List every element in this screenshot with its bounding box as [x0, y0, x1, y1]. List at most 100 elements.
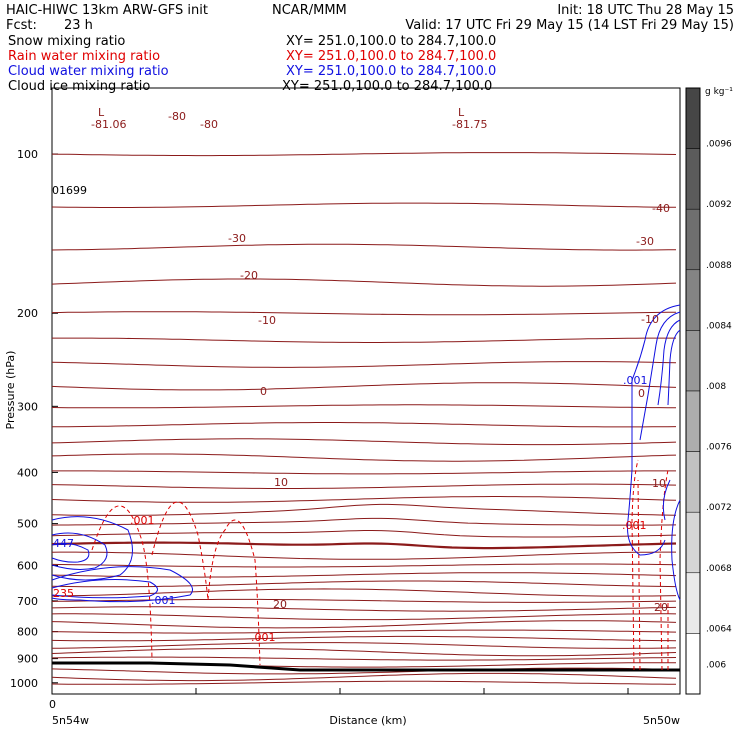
annotation-value-2: -81.75 [452, 118, 487, 131]
field-cloud-ice-xy: XY= 251.0,100.0 to 284.7,100.0 [282, 79, 492, 94]
colorbar-frame [685, 87, 701, 695]
colorbar-tick-label-7: .0068 [706, 564, 732, 574]
isotherm-line-875 [51, 648, 677, 657]
fcst-label: Fcst: [6, 18, 37, 33]
y-axis: 100 200 300 400 500 600 700 800 900 1000 [10, 148, 58, 690]
field-snow-xy: XY= 251.0,100.0 to 284.7,100.0 [286, 34, 496, 49]
y-tick-label-1000: 1000 [10, 677, 38, 690]
colorbar-tick-label-4: .008 [706, 382, 726, 392]
annotation-minus30-a: -30 [228, 232, 246, 245]
y-tick-label-700: 700 [17, 595, 38, 608]
isotherm-line-250 [51, 361, 677, 368]
colorbar-tick-label-5: .0076 [706, 443, 732, 453]
annotation-cloud-447: 447 [53, 537, 74, 550]
isotherm-line-200 [51, 311, 677, 316]
annotation-cloud-001-b: .001 [151, 594, 176, 607]
colorbar-tick-label-6: .0072 [706, 503, 732, 513]
y-tick-label-100: 100 [17, 148, 38, 161]
isotherm-line-775 [51, 620, 677, 629]
colorbar-segment-9 [685, 633, 701, 695]
y-tick-label-200: 200 [17, 307, 38, 320]
isotherm-line-675 [51, 588, 677, 597]
isotherm-line-350 [51, 438, 677, 446]
annotation-minus30-b: -30 [636, 235, 654, 248]
cloud-contour-1 [51, 516, 133, 581]
header: HAIC-HIWC 13km ARW-GFS init NCAR/MMM Ini… [6, 3, 734, 94]
isotherm-line-800 [51, 629, 677, 634]
colorbar-segment-1 [685, 148, 701, 210]
isotherm-line-550 [51, 541, 677, 550]
annotation-minus80-a: -80 [168, 110, 186, 123]
colorbar-segment-4 [685, 330, 701, 392]
isotherm-line-425 [51, 483, 677, 489]
isotherm-line-900 [51, 656, 677, 661]
isotherm-line-125 [51, 202, 676, 208]
colorbar: g kg⁻¹ .0096 .0092 .0088 .0084 .008 .0076 .007… [685, 87, 733, 695]
isotherm-line-525 [51, 530, 677, 538]
isotherm-line-950 [51, 667, 677, 675]
colorbar-segment-8 [685, 572, 701, 634]
plot-annotations: L -81.06 -80 -80 L -81.75 01699 -40 -30 … [52, 106, 670, 644]
annotation-minus10-b: -10 [641, 313, 659, 326]
cloud-contour-5 [51, 579, 158, 599]
isotherm-line-575 [51, 551, 676, 560]
colorbar-segment-0 [685, 87, 701, 149]
cloud-contour-4 [51, 566, 193, 603]
cloud-water-contours [51, 304, 681, 603]
isotherm-line-225 [52, 337, 676, 343]
isotherm-line-400 [52, 470, 676, 475]
y-tick-label-400: 400 [17, 466, 38, 479]
temperature-contours [51, 152, 677, 685]
cloud-contour-11 [662, 479, 671, 521]
annotation-twenty-a: 20 [273, 598, 287, 611]
surface-line [52, 661, 680, 672]
annotation-twenty-b: 20 [654, 601, 668, 614]
annotation-minus10-a: -10 [258, 314, 276, 327]
annotation-value-1: -81.06 [91, 118, 126, 131]
isotherm-line-375 [51, 453, 677, 462]
colorbar-tick-label-9: .006 [706, 661, 726, 671]
annotation-minus40: -40 [652, 202, 670, 215]
rain-contour-6 [659, 469, 669, 671]
y-tick-label-600: 600 [17, 559, 38, 572]
isotherm-line-725 [51, 606, 677, 612]
cloud-contour-8 [657, 319, 681, 406]
isotherm-line-450 [51, 496, 677, 503]
annotation-cloud-001-a: .001 [623, 374, 648, 387]
field-cloud-water-name: Cloud water mixing ratio [8, 64, 169, 79]
cloud-contour-7 [639, 311, 681, 441]
annotation-low-2: L [458, 106, 465, 119]
colorbar-segment-3 [685, 269, 701, 331]
colorbar-segment-5 [685, 390, 701, 452]
isotherm-line-625 [51, 572, 677, 578]
isotherm-line-975 [51, 672, 677, 682]
fcst-value: 23 h [64, 18, 93, 33]
cloud-contour-10 [671, 499, 681, 601]
annotation-rain-001-a: .001 [130, 514, 155, 527]
rain-contour-5 [637, 479, 641, 671]
colorbar-unit: g kg⁻¹ [705, 87, 733, 97]
colorbar-tick-label-8: .0064 [706, 624, 732, 634]
annotation-zero-a: 0 [260, 385, 267, 398]
x-tick-label-0: 0 [49, 698, 56, 711]
isotherm-line-750 [51, 613, 677, 621]
colorbar-tick-label-2: .0088 [706, 261, 732, 271]
model-title: HAIC-HIWC 13km ARW-GFS init [6, 3, 208, 18]
isotherm-line-300 [51, 404, 676, 409]
field-cloud-water-xy: XY= 251.0,100.0 to 284.7,100.0 [286, 64, 496, 79]
colorbar-tick-label-1: .0092 [706, 200, 732, 210]
x-start-label: 5n54w [52, 714, 89, 727]
x-axis: 0 5n54w Distance (km) 5n50w [49, 688, 680, 727]
colorbar-segment-7 [685, 511, 701, 574]
colorbar-segment-2 [685, 208, 701, 271]
field-rain-name: Rain water mixing ratio [8, 49, 160, 64]
cloud-contour-9 [667, 329, 681, 406]
cloud-contour-6 [627, 304, 681, 556]
rain-contour-4 [631, 459, 639, 671]
annotation-minus20: -20 [240, 269, 258, 282]
annotation-rain-001-b: .001 [622, 519, 647, 532]
y-tick-label-300: 300 [17, 400, 38, 413]
field-rain-xy: XY= 251.0,100.0 to 284.7,100.0 [286, 49, 496, 64]
annotation-rain-235: 235 [53, 587, 74, 600]
x-axis-title: Distance (km) [329, 714, 406, 727]
